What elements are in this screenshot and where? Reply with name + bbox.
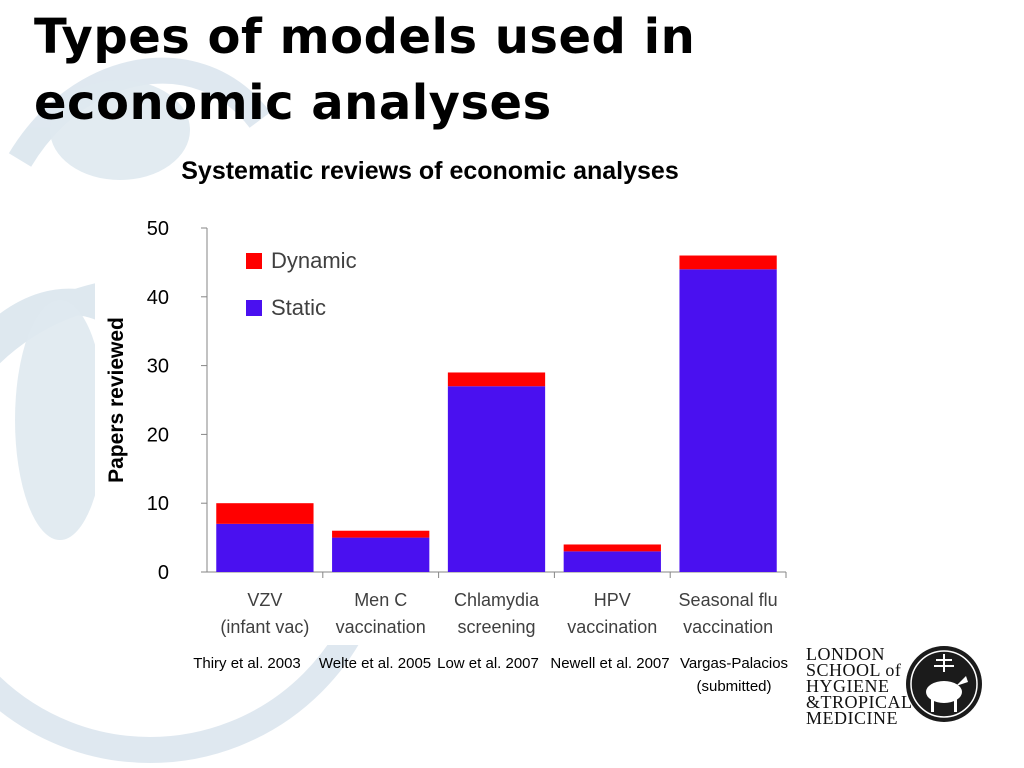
bar-static-4 <box>679 269 777 572</box>
y-tick-label: 40 <box>147 287 169 309</box>
legend-swatch-dynamic <box>246 253 262 269</box>
bar-static-2 <box>447 386 546 572</box>
y-tick-label: 30 <box>147 356 169 378</box>
y-axis-title: Papers reviewed <box>105 317 128 483</box>
citation-welte: Welte et al. 2005 <box>318 655 432 672</box>
bar-dynamic-0 <box>216 503 314 524</box>
stacked-bar-chart: 0 10 20 30 40 50 Papers reviewed VZV (infant vac… <box>105 218 787 637</box>
y-tick-label: 50 <box>147 218 169 240</box>
slide-title: Types of models used in economic analyse… <box>34 4 814 136</box>
x-tick-label: vaccination <box>336 617 426 637</box>
logo-line: HYGIENE <box>806 676 890 696</box>
lshtm-logo: LONDON SCHOOL of HYGIENE &TROPICAL MEDIC… <box>806 640 986 730</box>
bar-dynamic-3 <box>563 544 661 552</box>
x-tick-label: HPV <box>594 590 631 610</box>
y-tick-label: 20 <box>147 424 169 446</box>
logo-line: MEDICINE <box>806 708 898 728</box>
chart-panel: 0 10 20 30 40 50 Papers reviewed VZV (infant vac… <box>95 200 805 645</box>
x-tick-label: vaccination <box>683 617 773 637</box>
legend-swatch-static <box>246 300 262 316</box>
citation-low: Low et al. 2007 <box>437 655 539 672</box>
bar-static-0 <box>216 523 314 572</box>
x-tick-label: Chlamydia <box>454 590 540 610</box>
logo-line: SCHOOL of <box>806 660 902 680</box>
x-tick-label: Seasonal flu <box>679 590 778 610</box>
citation-newell: Newell et al. 2007 <box>550 655 670 672</box>
bar-dynamic-4 <box>679 255 777 270</box>
logo-line: LONDON <box>806 644 885 664</box>
y-tick-label: 10 <box>147 493 169 515</box>
bar-static-1 <box>332 537 430 572</box>
chart-subtitle: Systematic reviews of economic analyses <box>181 157 679 185</box>
x-tick-label: screening <box>457 617 535 637</box>
logo-crest-icon <box>906 646 982 722</box>
x-tick-label: (infant vac) <box>220 617 309 637</box>
logo-line: &TROPICAL <box>806 692 913 712</box>
x-tick-label: vaccination <box>567 617 657 637</box>
legend-label-dynamic: Dynamic <box>271 248 357 273</box>
bar-dynamic-2 <box>447 372 546 387</box>
citation-thiry: Thiry et al. 2003 <box>193 655 301 672</box>
x-tick-label: VZV <box>247 590 282 610</box>
bar-dynamic-1 <box>332 530 430 538</box>
x-tick-label: Men C <box>354 590 407 610</box>
slide-title-text: Types of models used in economic analyse… <box>34 9 696 131</box>
y-tick-label: 0 <box>158 562 169 584</box>
citation-vargas-palacios: Vargas-Palacios (submitted) <box>679 655 789 695</box>
legend-label-static: Static <box>271 295 326 320</box>
logo-wordmark: LONDON SCHOOL of HYGIENE &TROPICAL MEDIC… <box>806 644 913 728</box>
bar-static-3 <box>563 551 661 572</box>
